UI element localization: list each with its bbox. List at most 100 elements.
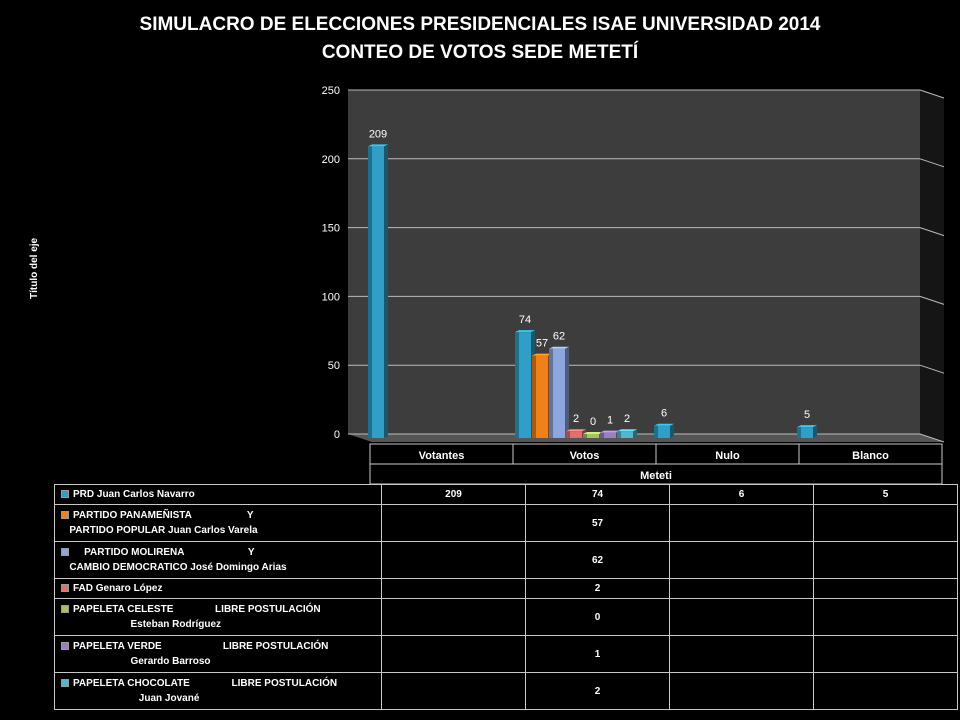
bar-shade bbox=[654, 425, 658, 438]
x-tick-label: Nulo bbox=[715, 450, 740, 462]
legend-swatch bbox=[61, 548, 69, 557]
bar-top bbox=[566, 429, 586, 432]
table-cell bbox=[669, 504, 814, 542]
data-label: 2 bbox=[573, 413, 579, 425]
chart-floor bbox=[348, 434, 944, 442]
table-row: PRD Juan Carlos Navarro 209 74 6 5 bbox=[54, 484, 958, 505]
table-cell bbox=[381, 504, 526, 542]
data-label: 1 bbox=[607, 415, 613, 427]
data-label: 57 bbox=[536, 338, 548, 350]
legend-swatch bbox=[61, 679, 69, 688]
x-tick-label: Blanco bbox=[852, 450, 889, 462]
bar-shade bbox=[532, 355, 536, 438]
table-cell: 74 bbox=[525, 484, 670, 505]
table-cell bbox=[813, 541, 958, 579]
bar-top bbox=[654, 423, 674, 426]
x-axis-title-box bbox=[369, 463, 943, 484]
legend-entry: FAD Genaro López bbox=[54, 578, 382, 599]
legend-entry: PARTIDO PANAMEÑISTA Y PARTIDO POPULAR Ju… bbox=[54, 504, 382, 542]
data-label: 209 bbox=[369, 128, 387, 140]
bar-shade bbox=[368, 146, 372, 438]
bar-shade bbox=[566, 431, 570, 438]
chart-back-wall bbox=[348, 90, 920, 434]
bar-front bbox=[797, 427, 813, 438]
table-cell bbox=[813, 504, 958, 542]
bar-front bbox=[583, 434, 599, 438]
data-label: 0 bbox=[590, 416, 596, 428]
legend-swatch bbox=[61, 511, 69, 520]
table-cell: 5 bbox=[813, 484, 958, 505]
table-cell bbox=[813, 578, 958, 599]
data-label: 62 bbox=[553, 331, 565, 343]
legend-entry: PAPELETA VERDE LIBRE POSTULACIÓN Gerardo… bbox=[54, 635, 382, 673]
legend-entry: PARTIDO MOLIRENA Y CAMBIO DEMOCRATICO Jo… bbox=[54, 541, 382, 579]
table-cell bbox=[669, 672, 814, 710]
legend-entry: PRD Juan Carlos Navarro bbox=[54, 484, 382, 505]
legend-label: PRD Juan Carlos Navarro bbox=[73, 489, 195, 500]
bar-top bbox=[617, 429, 637, 432]
data-label: 5 bbox=[804, 409, 810, 421]
bar-top bbox=[515, 330, 535, 333]
legend-label: PAPELETA CELESTE LIBRE POSTULACIÓN bbox=[73, 604, 321, 615]
data-label: 2 bbox=[624, 413, 630, 425]
gridline-side bbox=[919, 295, 945, 305]
bar: 5 bbox=[797, 409, 817, 438]
legend-swatch bbox=[61, 584, 69, 593]
table-cell: 2 bbox=[525, 672, 670, 710]
bar-front bbox=[566, 431, 582, 438]
chart-title-line2: CONTEO DE VOTOS SEDE METETÍ bbox=[321, 42, 639, 63]
table-cell: 209 bbox=[381, 484, 526, 505]
bar: 62 bbox=[549, 331, 569, 438]
table-row: PARTIDO PANAMEÑISTA Y PARTIDO POPULAR Ju… bbox=[54, 504, 958, 542]
table-cell bbox=[669, 541, 814, 579]
bar-top bbox=[600, 430, 620, 433]
bar-top bbox=[532, 353, 552, 356]
table-cell: 1 bbox=[525, 635, 670, 673]
bar: 209 bbox=[368, 128, 388, 438]
table-cell bbox=[669, 578, 814, 599]
bar-shade bbox=[617, 431, 621, 438]
table-cell bbox=[669, 635, 814, 673]
table-cell: 6 bbox=[669, 484, 814, 505]
table-cell bbox=[381, 672, 526, 710]
legend-label: Esteban Rodríguez bbox=[61, 619, 222, 630]
table-cell: 57 bbox=[525, 504, 670, 542]
legend-swatch bbox=[61, 490, 69, 499]
bar-shade bbox=[797, 427, 801, 438]
table-cell bbox=[669, 598, 814, 636]
gridline-side bbox=[919, 89, 945, 99]
bar-side bbox=[813, 425, 817, 438]
bar-side bbox=[633, 429, 637, 438]
table-cell: 0 bbox=[525, 598, 670, 636]
bar: 6 bbox=[654, 408, 674, 438]
legend-label: FAD Genaro López bbox=[73, 583, 163, 594]
table-row: FAD Genaro López 2 bbox=[54, 578, 958, 599]
table-cell: 62 bbox=[525, 541, 670, 579]
table-cell bbox=[813, 635, 958, 673]
legend-label: PARTIDO PANAMEÑISTA Y bbox=[73, 510, 254, 521]
bar-side bbox=[565, 346, 569, 438]
table-cell: 2 bbox=[525, 578, 670, 599]
table-cell bbox=[813, 672, 958, 710]
bar-top bbox=[549, 346, 569, 349]
gridline-side bbox=[919, 227, 945, 237]
table-row: PAPELETA VERDE LIBRE POSTULACIÓN Gerardo… bbox=[54, 635, 958, 673]
table-cell bbox=[813, 598, 958, 636]
bar-shade bbox=[549, 348, 553, 438]
data-label: 74 bbox=[519, 314, 531, 326]
gridline-side bbox=[919, 364, 945, 374]
x-axis-title: Meteti bbox=[640, 470, 672, 482]
legend-swatch bbox=[61, 642, 69, 651]
gridline-side bbox=[919, 433, 945, 443]
y-tick-label: 0 bbox=[334, 429, 340, 441]
legend-label: PAPELETA CHOCOLATE LIBRE POSTULACIÓN bbox=[73, 678, 338, 689]
table-row: PAPELETA CELESTE LIBRE POSTULACIÓN Esteb… bbox=[54, 598, 958, 636]
x-tick-label: Votos bbox=[570, 450, 600, 462]
bar-shade bbox=[600, 432, 604, 438]
bar-side bbox=[670, 423, 674, 438]
data-label: 6 bbox=[661, 408, 667, 420]
legend-label: PARTIDO MOLIRENA Y bbox=[73, 547, 255, 558]
legend-entry: PAPELETA CHOCOLATE LIBRE POSTULACIÓN Jua… bbox=[54, 672, 382, 710]
